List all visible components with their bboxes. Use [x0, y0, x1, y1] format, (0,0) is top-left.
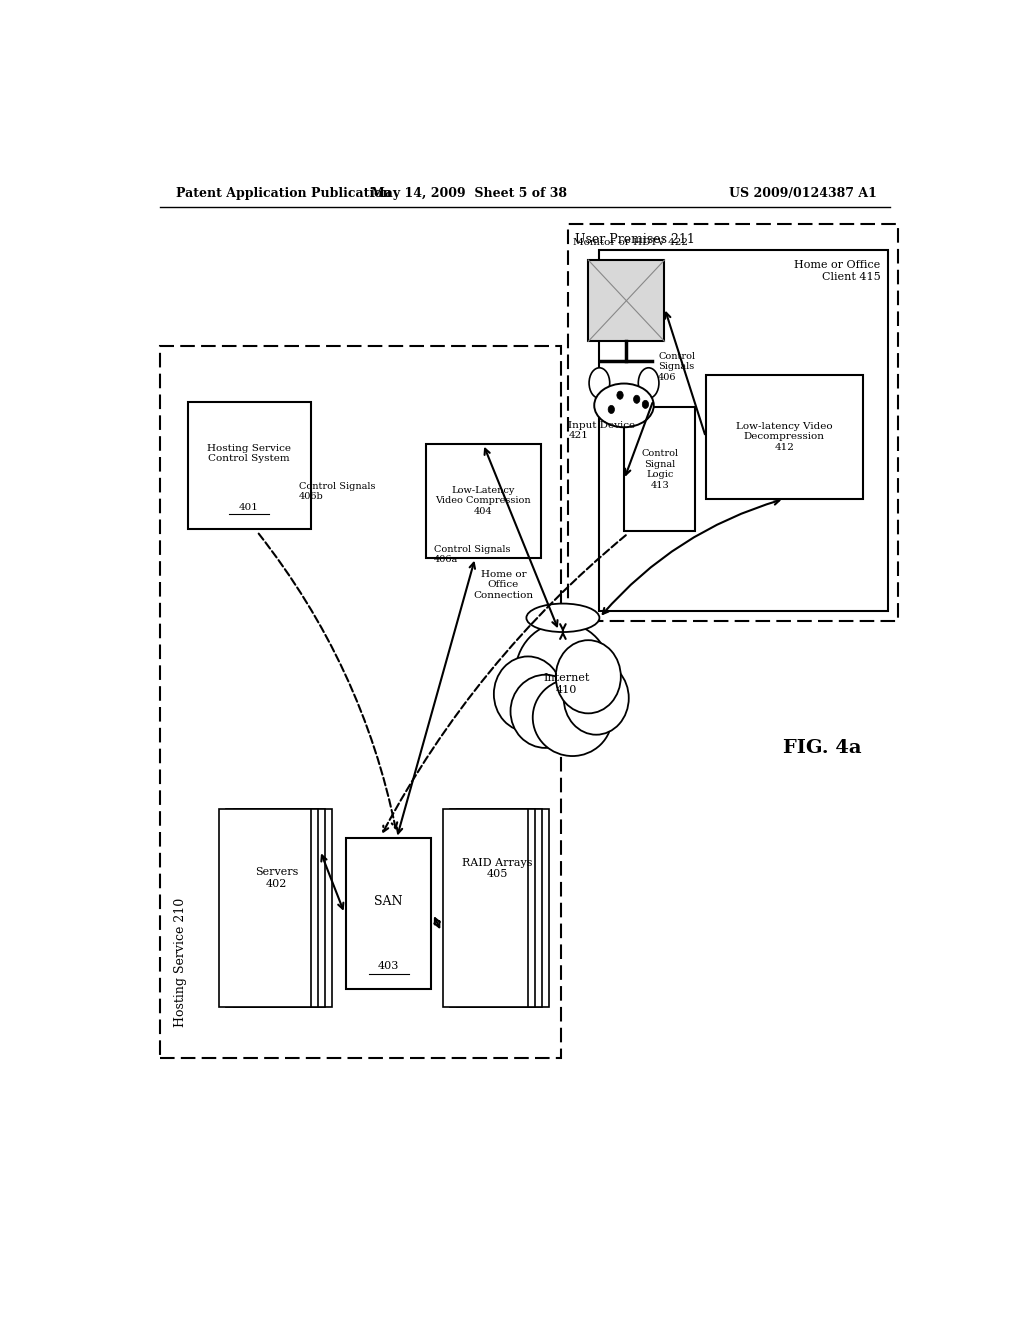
Text: Control Signals
406a: Control Signals 406a: [433, 545, 510, 564]
Ellipse shape: [532, 678, 612, 756]
Circle shape: [634, 395, 640, 404]
Text: Monitor or HDTV 422: Monitor or HDTV 422: [572, 238, 688, 247]
Ellipse shape: [589, 368, 609, 399]
Circle shape: [642, 400, 648, 408]
Ellipse shape: [511, 675, 581, 748]
Polygon shape: [588, 260, 665, 342]
Text: User Premises 211: User Premises 211: [574, 232, 694, 246]
Bar: [187, 403, 310, 529]
Text: Low-latency Video
Decompression
412: Low-latency Video Decompression 412: [736, 422, 833, 451]
Text: US 2009/0124387 A1: US 2009/0124387 A1: [729, 187, 877, 201]
Text: Hosting Service 210: Hosting Service 210: [174, 898, 187, 1027]
Text: Servers
402: Servers 402: [255, 867, 298, 890]
Text: Control Signals
406b: Control Signals 406b: [299, 482, 375, 502]
Ellipse shape: [526, 603, 599, 632]
Bar: [226, 809, 317, 1007]
Bar: [426, 444, 541, 558]
Text: Patent Application Publication: Patent Application Publication: [176, 187, 391, 201]
Text: Hosting Service
Control System: Hosting Service Control System: [207, 444, 291, 463]
Text: Internet
410: Internet 410: [544, 673, 590, 694]
Bar: [451, 809, 536, 1007]
Bar: [443, 809, 528, 1007]
Bar: [219, 809, 310, 1007]
Bar: [706, 375, 863, 499]
Bar: [346, 838, 431, 989]
Text: SAN: SAN: [375, 895, 403, 908]
Bar: [233, 809, 325, 1007]
Text: May 14, 2009  Sheet 5 of 38: May 14, 2009 Sheet 5 of 38: [372, 187, 567, 201]
Text: Control
Signal
Logic
413: Control Signal Logic 413: [641, 449, 678, 490]
Ellipse shape: [556, 640, 621, 713]
Bar: [599, 249, 888, 611]
Text: Low-Latency
Video Compression
404: Low-Latency Video Compression 404: [435, 486, 531, 516]
Circle shape: [616, 391, 624, 399]
Bar: [160, 346, 560, 1057]
Text: Input Device
421: Input Device 421: [568, 421, 636, 440]
Ellipse shape: [515, 623, 610, 725]
Ellipse shape: [594, 384, 653, 428]
Ellipse shape: [494, 656, 562, 731]
Text: 401: 401: [239, 503, 259, 512]
Bar: [241, 809, 332, 1007]
Text: FIG. 4a: FIG. 4a: [783, 739, 862, 756]
Text: RAID Arrays
405: RAID Arrays 405: [462, 858, 532, 879]
Text: 403: 403: [378, 961, 399, 972]
Text: Control
Signals
406: Control Signals 406: [658, 352, 695, 381]
Ellipse shape: [638, 368, 658, 399]
Bar: [458, 809, 543, 1007]
Circle shape: [608, 405, 614, 413]
Text: Home or Office
Client 415: Home or Office Client 415: [794, 260, 881, 281]
Text: Home or
Office
Connection: Home or Office Connection: [473, 570, 534, 599]
Bar: [624, 408, 695, 532]
Bar: [465, 809, 550, 1007]
Bar: [568, 224, 898, 620]
Ellipse shape: [563, 661, 629, 735]
